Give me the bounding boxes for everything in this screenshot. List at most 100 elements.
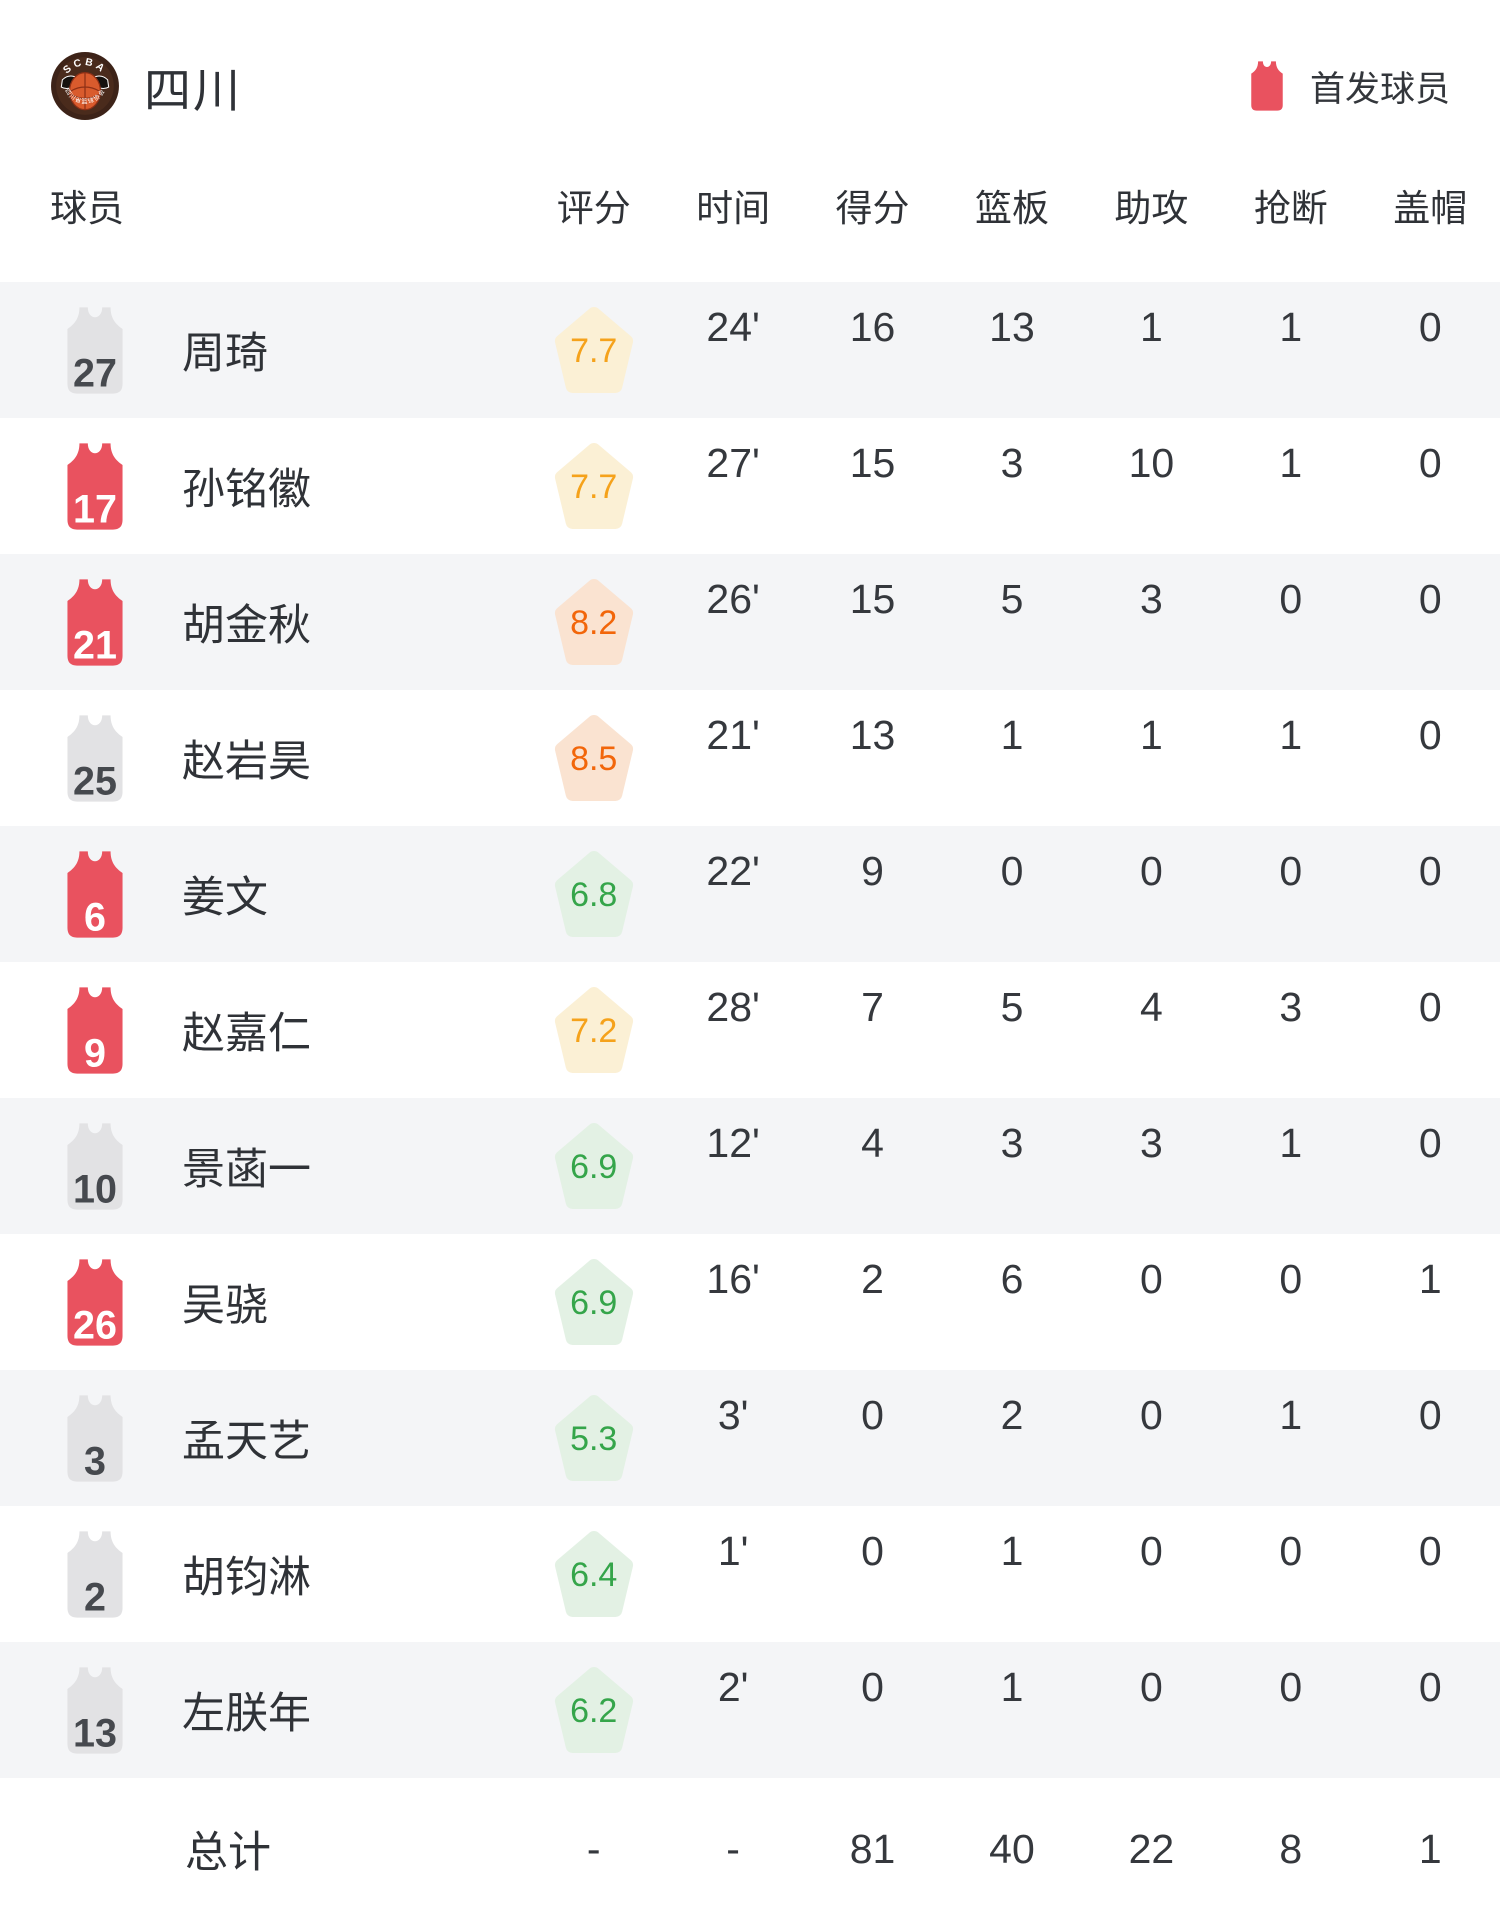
player-row[interactable]: 3 孟天艺 5.3 3' 0 2 0 1 0 [0,1370,1500,1506]
rating-badge: 5.3 [553,1392,635,1484]
column-header: 得分 [835,188,910,229]
stat-assists: 0 [1139,1528,1163,1574]
stat-points: 0 [861,1664,884,1710]
stat-blocks: 0 [1418,1392,1442,1438]
stat-assists: 1 [1139,712,1163,758]
rating-value: 5.3 [570,1420,618,1459]
player-number: 27 [73,351,117,395]
stat-assists: 10 [1128,440,1175,486]
rating-badge: 6.4 [553,1528,635,1620]
player-number: 10 [73,1167,117,1211]
player-row[interactable]: 2 胡钧淋 6.4 1' 0 1 0 0 0 [0,1506,1500,1642]
stat-time: 1' [717,1528,749,1574]
total-time: - [726,1825,740,1872]
stat-steals: 1 [1279,304,1303,350]
rating-value: 7.7 [570,468,618,507]
player-number: 6 [84,895,106,939]
stat-blocks: 0 [1418,1664,1442,1710]
rating-value: 6.9 [570,1148,618,1187]
stat-steals: 1 [1279,1392,1303,1438]
stat-rebounds: 5 [1000,576,1024,622]
stat-time: 16' [706,1256,760,1302]
starter-legend-label: 首发球员 [1309,69,1450,109]
stat-blocks: 0 [1418,440,1442,486]
stat-steals: 3 [1279,984,1303,1030]
stat-blocks: 0 [1418,712,1442,758]
player-name: 胡钧淋 [182,1554,311,1602]
player-row[interactable]: 21 胡金秋 8.2 26' 15 5 3 0 0 [0,554,1500,690]
panel-header: SCBA 四川省篮球协会 四川 首发球员 [0,0,1500,128]
stat-blocks: 0 [1418,984,1442,1030]
player-jersey-icon: 3 [67,1394,123,1483]
player-name: 周琦 [182,330,268,378]
player-jersey-icon: 17 [67,442,123,531]
player-name: 景菡一 [182,1146,311,1194]
player-row[interactable]: 13 左朕年 6.2 2' 0 1 0 0 0 [0,1642,1500,1778]
player-jersey-icon: 13 [67,1666,123,1755]
stat-blocks: 0 [1418,304,1442,350]
rating-value: 6.2 [570,1692,618,1731]
player-row[interactable]: 6 姜文 6.8 22' 9 0 0 0 0 [0,826,1500,962]
stat-blocks: 0 [1418,1528,1442,1574]
player-name: 左朕年 [182,1690,311,1738]
totals-label: 总计 [185,1829,271,1877]
player-jersey-icon: 21 [67,578,123,667]
column-header: 评分 [556,188,631,229]
player-name: 孟天艺 [182,1418,311,1466]
rating-value: 6.4 [570,1556,618,1595]
stat-rebounds: 3 [1000,440,1024,486]
rating-value: 8.2 [570,604,618,643]
stat-rebounds: 1 [1000,1664,1024,1710]
stat-time: 2' [717,1664,749,1710]
stat-steals: 1 [1279,440,1303,486]
stat-steals: 0 [1279,576,1303,622]
stat-rebounds: 13 [989,304,1035,350]
rating-badge: 8.2 [553,576,635,668]
player-row[interactable]: 10 景菡一 6.9 12' 4 3 3 1 0 [0,1098,1500,1234]
starter-legend: 首发球员 [1246,60,1450,112]
stat-assists: 0 [1139,1392,1163,1438]
rating-value: 7.2 [570,1012,618,1051]
player-row[interactable]: 27 周琦 7.7 24' 16 13 1 1 0 [0,282,1500,418]
stat-time: 26' [706,576,760,622]
stat-rebounds: 6 [1000,1256,1024,1302]
stat-blocks: 1 [1418,1256,1442,1302]
stat-assists: 3 [1139,576,1163,622]
stat-assists: 3 [1139,1120,1163,1166]
player-name: 吴骁 [182,1282,268,1330]
stat-rebounds: 0 [1000,848,1024,894]
stat-assists: 1 [1139,304,1163,350]
rating-badge: 6.8 [553,848,635,940]
player-number: 13 [73,1711,117,1755]
stat-rebounds: 1 [1000,712,1024,758]
rating-badge: 7.2 [553,984,635,1076]
column-header: 时间 [696,188,771,229]
column-header: 助攻 [1114,188,1189,229]
stat-steals: 1 [1279,712,1303,758]
starter-jersey-icon [1251,61,1283,111]
player-number: 25 [73,759,117,803]
stat-points: 9 [861,848,884,894]
stat-time: 3' [717,1392,749,1438]
player-row[interactable]: 9 赵嘉仁 7.2 28' 7 5 4 3 0 [0,962,1500,1098]
stat-assists: 4 [1139,984,1163,1030]
total-rebounds: 40 [989,1825,1035,1872]
stat-time: 28' [706,984,760,1030]
stat-assists: 0 [1139,1664,1163,1710]
player-row[interactable]: 26 吴骁 6.9 16' 2 6 0 0 1 [0,1234,1500,1370]
stat-time: 24' [706,304,760,350]
player-number: 17 [73,487,117,531]
stat-points: 15 [849,440,896,486]
stat-assists: 0 [1139,1256,1163,1302]
player-number: 2 [84,1575,106,1619]
stat-points: 13 [849,712,896,758]
stat-points: 0 [861,1528,884,1574]
stat-time: 22' [706,848,760,894]
rating-badge: 7.7 [553,304,635,396]
stat-steals: 0 [1279,848,1303,894]
player-number: 3 [84,1439,106,1483]
player-jersey-icon: 6 [67,850,123,939]
player-rows: 27 周琦 7.7 24' 16 13 1 1 0 [0,282,1500,1778]
player-row[interactable]: 17 孙铭徽 7.7 27' 15 3 10 1 0 [0,418,1500,554]
player-row[interactable]: 25 赵岩昊 8.5 21' 13 1 1 1 0 [0,690,1500,826]
